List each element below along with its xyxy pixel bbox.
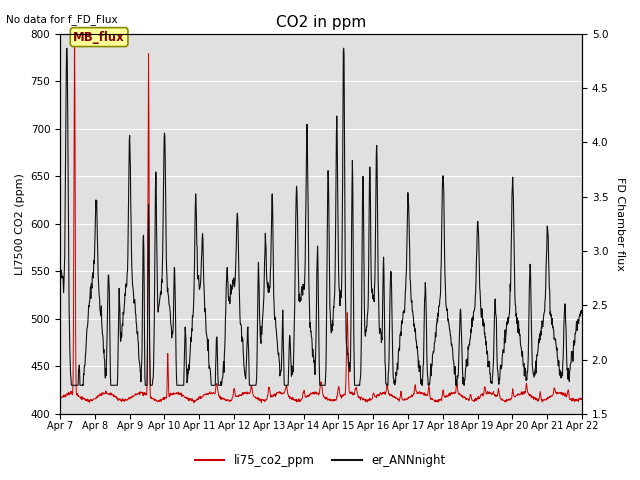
- Text: No data for f_FD_Flux: No data for f_FD_Flux: [6, 14, 118, 25]
- Text: MB_flux: MB_flux: [73, 31, 125, 44]
- Y-axis label: LI7500 CO2 (ppm): LI7500 CO2 (ppm): [15, 173, 25, 275]
- Title: CO2 in ppm: CO2 in ppm: [276, 15, 366, 30]
- Legend: li75_co2_ppm, er_ANNnight: li75_co2_ppm, er_ANNnight: [190, 449, 450, 472]
- Y-axis label: FD Chamber flux: FD Chamber flux: [615, 177, 625, 271]
